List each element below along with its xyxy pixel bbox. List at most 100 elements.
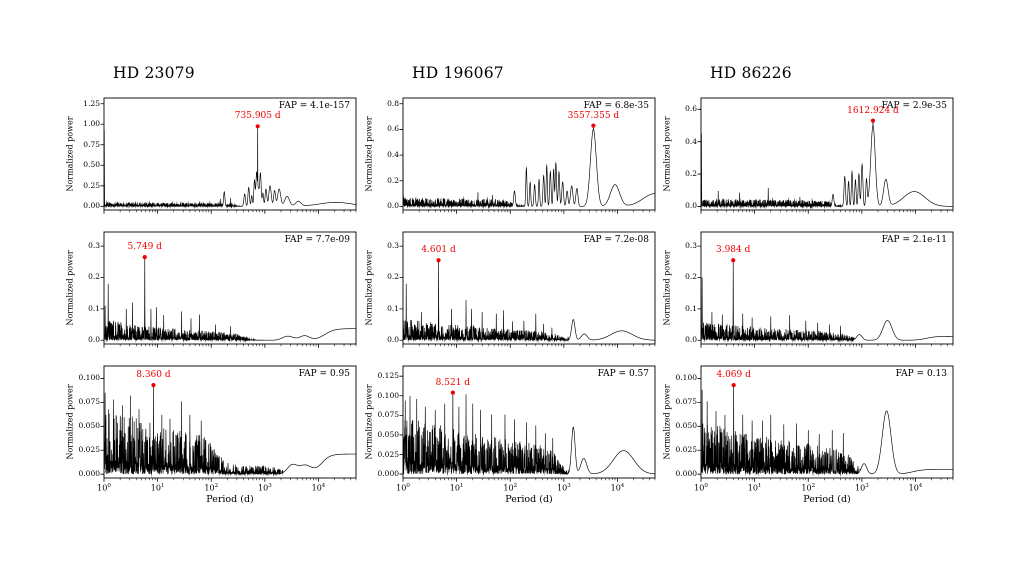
x-tick-label: 101 xyxy=(747,483,762,493)
fap-label: FAP = 7.2e-08 xyxy=(583,234,649,245)
x-tick-label: 103 xyxy=(557,483,571,493)
y-tick-label: 0.50 xyxy=(83,160,100,170)
x-axis-label: Period (d) xyxy=(206,494,254,505)
column-title-hd23079: HD 23079 xyxy=(113,64,195,82)
y-tick-label: 0.1 xyxy=(685,303,697,313)
periodogram-canvas-hd-196067-row2 xyxy=(395,365,661,489)
y-tick-label: 0.6 xyxy=(685,104,697,114)
x-tick-label: 101 xyxy=(150,483,165,493)
y-tick-label: 0.2 xyxy=(88,272,100,282)
peak-period-label: 4.069 d xyxy=(716,370,751,381)
y-tick-label: 0.075 xyxy=(675,397,697,407)
y-tick-label: 0.8 xyxy=(387,98,399,108)
y-tick-label: 0.0 xyxy=(88,335,100,345)
periodogram-canvas-hd-196067-row1 xyxy=(395,231,661,355)
y-tick-label: 0.1 xyxy=(88,303,100,313)
y-tick-label: 0.1 xyxy=(387,303,399,313)
y-axis-label: Normalized power xyxy=(662,116,672,192)
y-tick-label: 0.100 xyxy=(377,390,399,400)
x-axis-label: Period (d) xyxy=(803,494,851,505)
fap-label: FAP = 0.95 xyxy=(298,368,350,379)
x-tick-label: 103 xyxy=(855,483,869,493)
y-tick-label: 0.3 xyxy=(387,241,399,251)
peak-period-label: 3557.355 d xyxy=(567,110,620,121)
y-axis-label: Normalized power xyxy=(65,116,75,192)
x-tick-label: 103 xyxy=(258,483,272,493)
fap-label: FAP = 0.13 xyxy=(895,368,947,379)
y-tick-label: 0.3 xyxy=(685,241,697,251)
y-tick-label: 0.2 xyxy=(387,175,399,185)
column-title-hd86226: HD 86226 xyxy=(710,64,792,82)
periodogram-canvas-hd-86226-row0 xyxy=(693,97,959,221)
x-tick-label: 100 xyxy=(97,483,111,493)
x-tick-label: 102 xyxy=(204,483,219,493)
peak-period-label: 3.984 d xyxy=(715,245,751,256)
y-tick-label: 0.050 xyxy=(78,421,100,431)
y-tick-label: 1.25 xyxy=(83,98,100,108)
x-tick-label: 104 xyxy=(610,483,625,493)
y-tick-label: 0.00 xyxy=(83,201,100,211)
y-tick-label: 0.050 xyxy=(377,429,399,439)
peak-period-label: 5.749 d xyxy=(127,242,162,253)
y-tick-label: 0.075 xyxy=(377,410,399,420)
x-tick-label: 102 xyxy=(503,483,518,493)
periodogram-canvas-hd-23079-row2 xyxy=(96,365,362,489)
fap-label: FAP = 7.7e-09 xyxy=(284,234,350,245)
y-axis-label: Normalized power xyxy=(662,250,672,326)
fap-label: FAP = 0.57 xyxy=(597,368,649,379)
y-tick-label: 0.4 xyxy=(685,136,697,146)
fap-label: FAP = 6.8e-35 xyxy=(583,100,649,111)
fap-label: FAP = 2.1e-11 xyxy=(881,234,947,245)
fap-label: FAP = 2.9e-35 xyxy=(881,100,947,111)
peak-period-label: 8.360 d xyxy=(136,370,171,381)
x-tick-label: 101 xyxy=(449,483,464,493)
y-tick-label: 0.25 xyxy=(83,180,100,190)
y-tick-label: 0.4 xyxy=(387,150,399,160)
y-tick-label: 0.0 xyxy=(685,201,697,211)
y-axis-label: Normalized power xyxy=(364,116,374,192)
y-tick-label: 1.00 xyxy=(83,119,100,129)
peak-period-label: 8.521 d xyxy=(435,377,471,388)
x-tick-label: 102 xyxy=(801,483,816,493)
periodogram-canvas-hd-23079-row1 xyxy=(96,231,362,355)
x-axis-label: Period (d) xyxy=(505,494,553,505)
y-tick-label: 0.025 xyxy=(78,445,100,455)
y-axis-label: Normalized power xyxy=(662,384,672,460)
peak-period-label: 735.905 d xyxy=(234,111,281,122)
periodogram-canvas-hd-23079-row0 xyxy=(96,97,362,221)
y-tick-label: 0.2 xyxy=(387,272,399,282)
periodogram-canvas-hd-86226-row2 xyxy=(693,365,959,489)
y-tick-label: 0.000 xyxy=(78,469,100,479)
x-tick-label: 104 xyxy=(311,483,326,493)
y-tick-label: 0.025 xyxy=(377,449,399,459)
y-tick-label: 0.2 xyxy=(685,169,697,179)
y-tick-label: 0.3 xyxy=(88,241,100,251)
y-tick-label: 0.000 xyxy=(675,469,697,479)
y-tick-label: 0.050 xyxy=(675,421,697,431)
peak-period-label: 1612.924 d xyxy=(847,105,899,116)
y-tick-label: 0.025 xyxy=(675,445,697,455)
y-axis-label: Normalized power xyxy=(364,384,374,460)
column-title-hd196067: HD 196067 xyxy=(412,64,504,82)
peak-period-label: 4.601 d xyxy=(421,245,456,256)
y-tick-label: 0.0 xyxy=(387,335,399,345)
periodogram-canvas-hd-86226-row1 xyxy=(693,231,959,355)
y-tick-label: 0.2 xyxy=(685,272,697,282)
x-tick-label: 100 xyxy=(694,483,708,493)
periodogram-canvas-hd-196067-row0 xyxy=(395,97,661,221)
y-tick-label: 0.75 xyxy=(83,139,100,149)
y-tick-label: 0.075 xyxy=(78,397,100,407)
y-tick-label: 0.125 xyxy=(377,371,399,381)
y-tick-label: 0.0 xyxy=(387,201,399,211)
y-axis-label: Normalized power xyxy=(65,250,75,326)
fap-label: FAP = 4.1e-157 xyxy=(278,100,350,111)
y-tick-label: 0.000 xyxy=(377,469,399,479)
y-tick-label: 0.0 xyxy=(685,335,697,345)
x-tick-label: 104 xyxy=(908,483,923,493)
x-tick-label: 100 xyxy=(396,483,410,493)
y-tick-label: 0.6 xyxy=(387,124,399,134)
y-axis-label: Normalized power xyxy=(65,384,75,460)
y-tick-label: 0.100 xyxy=(78,373,100,383)
